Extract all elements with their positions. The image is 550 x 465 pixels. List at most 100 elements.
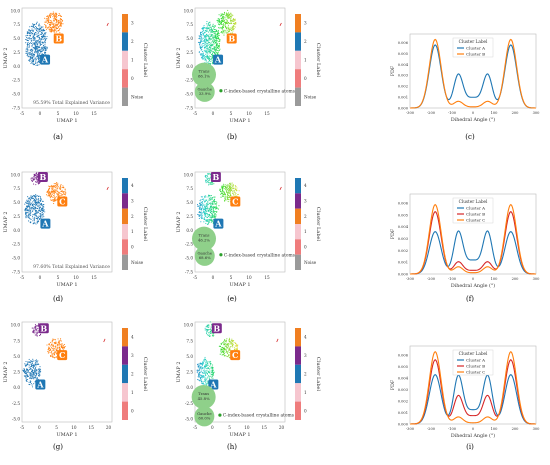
x-tick-label: -200	[427, 427, 436, 431]
umap-point	[56, 27, 58, 29]
umap-point	[213, 28, 215, 31]
umap-point	[37, 378, 39, 380]
umap-point	[34, 25, 37, 28]
umap-point	[53, 192, 55, 194]
umap-point	[41, 203, 43, 206]
colorbar-tick-label: 1	[304, 58, 307, 63]
umap-point	[37, 51, 39, 53]
colorbar-tick-label: 2	[304, 39, 307, 44]
umap-point	[206, 56, 208, 58]
umap-point	[53, 189, 55, 192]
umap-point	[35, 42, 37, 44]
umap-point	[32, 214, 34, 216]
umap-point	[30, 58, 32, 60]
colorbar-segment	[122, 401, 128, 420]
umap-point	[217, 53, 219, 55]
umap-point	[32, 369, 34, 372]
umap-point	[32, 220, 34, 222]
umap-point	[37, 46, 40, 48]
umap-point	[198, 369, 200, 371]
umap-point	[229, 189, 231, 192]
umap-point	[211, 213, 213, 215]
umap-point	[220, 17, 222, 20]
legend-entry: Cluster B	[466, 51, 485, 56]
pie-trans-value: 46.2%	[198, 238, 210, 243]
umap-point	[48, 190, 50, 192]
umap-point	[37, 327, 39, 329]
y-tick-label: 0.003	[398, 74, 409, 78]
umap-point	[34, 369, 36, 371]
umap-point	[30, 363, 32, 365]
umap-point	[61, 346, 63, 348]
umap-point	[201, 28, 203, 30]
umap-point	[55, 31, 57, 33]
x-tick-label: 200	[512, 427, 520, 431]
umap-point	[214, 213, 216, 215]
umap-point	[25, 372, 27, 375]
umap-point	[28, 217, 30, 219]
umap-point	[36, 172, 38, 174]
umap-point	[63, 348, 65, 350]
umap-point	[208, 44, 210, 46]
umap-point	[202, 209, 204, 211]
umap-point	[216, 39, 218, 41]
umap-point	[233, 191, 235, 193]
series-line-cluster-a	[410, 44, 536, 109]
umap-point	[53, 183, 55, 185]
umap-point	[34, 177, 36, 179]
umap-point	[208, 183, 210, 185]
colorbar-segment	[122, 32, 128, 51]
umap-point	[227, 183, 229, 185]
cluster-b-points	[216, 9, 237, 36]
umap-point	[223, 16, 225, 18]
x-axis-label: Dihedral Angle (°)	[451, 432, 495, 439]
umap-point	[226, 350, 228, 353]
umap-point	[37, 43, 39, 46]
umap-point	[201, 365, 203, 367]
umap-point	[234, 191, 236, 193]
umap-point	[55, 15, 57, 17]
umap-point	[205, 326, 207, 328]
legend-entry: Cluster A	[466, 357, 485, 362]
umap-point	[28, 206, 30, 208]
umap-point	[223, 14, 225, 16]
umap-point	[47, 16, 49, 19]
colorbar-title: Cluster Label	[315, 43, 321, 78]
umap-point	[216, 48, 218, 50]
umap-point	[198, 44, 201, 46]
umap-point	[209, 26, 212, 28]
umap-point	[208, 195, 210, 197]
umap-point	[50, 355, 53, 357]
umap-point	[55, 187, 57, 189]
umap-point	[29, 34, 31, 36]
umap-point	[27, 39, 29, 42]
colorbar-tick-label: 3	[304, 21, 307, 26]
umap-point	[52, 188, 54, 190]
umap-point	[37, 330, 39, 332]
umap-point	[63, 192, 65, 194]
umap-point	[208, 184, 210, 186]
umap-point	[207, 201, 209, 203]
umap-point	[208, 374, 210, 376]
umap-point	[38, 38, 40, 40]
umap-point	[206, 384, 208, 386]
cluster-label-badge	[230, 350, 241, 361]
umap-point	[29, 207, 31, 209]
umap-point	[205, 222, 207, 225]
umap-point	[200, 36, 203, 38]
umap-point	[49, 22, 51, 24]
umap-point	[211, 220, 213, 222]
x-axis-label: UMAP 1	[56, 282, 77, 288]
umap-point	[53, 17, 55, 20]
umap-point	[44, 43, 46, 45]
umap-point	[59, 15, 61, 17]
umap-point	[28, 212, 30, 214]
umap-point	[46, 46, 48, 48]
y-tick-label: 10.0	[11, 323, 21, 328]
panel-b: -5 0 5 10 1510.07.55.02.50.0-2.5-5.0-7.5UMAP…	[176, 7, 321, 124]
colorbar-segment	[295, 87, 301, 106]
umap-point	[227, 199, 229, 201]
umap-point	[211, 53, 214, 55]
umap-point	[43, 216, 45, 218]
